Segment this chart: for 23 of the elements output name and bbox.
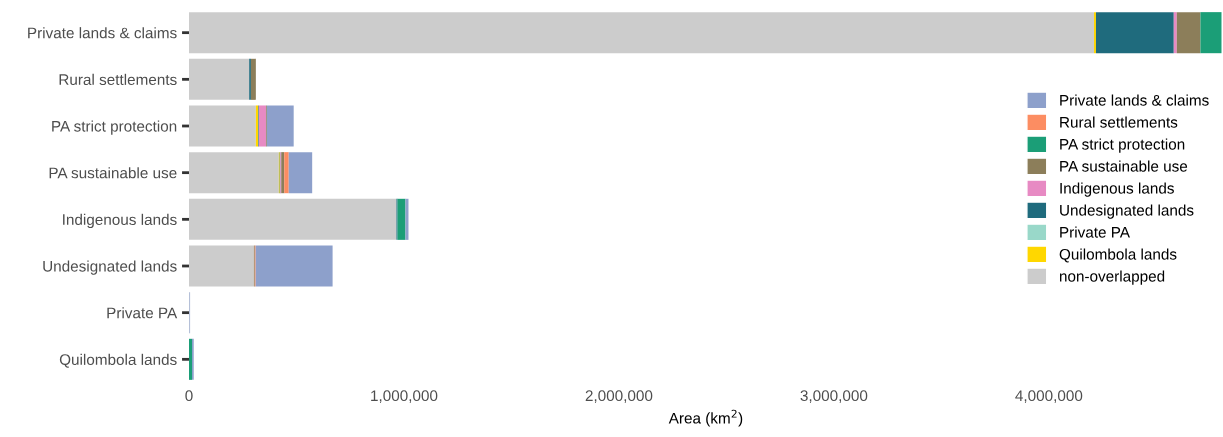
x-tick-label: 3,000,000 — [800, 390, 868, 403]
y-tick-label: Undesignated lands — [43, 260, 177, 275]
legend-label: non-overlapped — [1059, 270, 1165, 285]
legend-label: Private PA — [1060, 226, 1130, 238]
x-tick-label: 4,000,000 — [1015, 390, 1083, 403]
y-tick-label: Private PA — [107, 307, 178, 319]
legend-label: Private lands & claims — [1060, 94, 1209, 106]
y-tick-label: Private lands & claims — [28, 27, 177, 39]
y-tick-label: Quilombola lands — [59, 353, 177, 368]
x-tick-label: 1,000,000 — [371, 390, 438, 403]
legend-label: PA sustainable use — [1060, 160, 1188, 172]
y-tick-label: PA strict protection — [52, 120, 177, 135]
legend-label: Quilombola lands — [1059, 248, 1177, 263]
legend-label: Rural settlements — [1060, 116, 1178, 128]
y-tick-label: Indigenous lands — [63, 213, 177, 229]
x-axis-title: Area (km$^{2}$) — [668, 409, 743, 427]
x-tick-label: 2,000,000 — [585, 390, 653, 403]
legend-label: Undesignated lands — [1060, 204, 1194, 219]
legend-label: PA strict protection — [1060, 138, 1185, 153]
x-tick-label: 0 — [185, 390, 193, 402]
y-tick-label: PA sustainable use — [49, 167, 177, 179]
y-tick-label: Rural settlements — [59, 73, 177, 86]
legend-label: Indigenous lands — [1060, 182, 1174, 197]
